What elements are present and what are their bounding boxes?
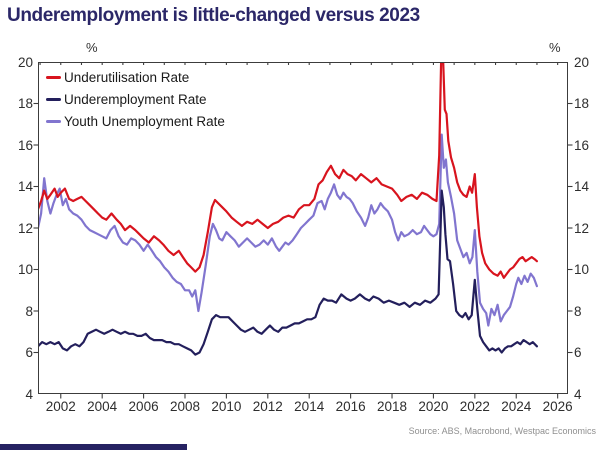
legend: Underutilisation Rate Underemployment Ra… xyxy=(42,67,229,132)
x-axis-tick-label: 2006 xyxy=(128,399,159,414)
x-axis-tick-label: 2022 xyxy=(459,399,490,414)
y-axis-tick-label-left: 12 xyxy=(17,220,33,236)
x-axis-tick-label: 2026 xyxy=(542,399,573,414)
plot-border xyxy=(38,62,568,394)
brand-bar xyxy=(0,444,187,450)
y-axis-unit-left: % xyxy=(86,40,98,55)
y-axis-tick-label-left: 18 xyxy=(17,96,33,111)
legend-item-underemployment: Underemployment Rate xyxy=(46,91,225,108)
legend-item-youth-unemployment: Youth Unemployment Rate xyxy=(46,113,225,130)
x-axis-tick-label: 2010 xyxy=(211,399,242,414)
x-axis-tick-label: 2024 xyxy=(501,399,532,414)
y-axis-tick-label-left: 6 xyxy=(25,345,33,360)
legend-label: Youth Unemployment Rate xyxy=(64,114,225,129)
x-axis-tick-label: 2014 xyxy=(294,399,325,414)
legend-label: Underemployment Rate xyxy=(64,92,207,107)
chart-title: Underemployment is little-changed versus… xyxy=(7,5,420,26)
series-line-underemployment-rate xyxy=(38,189,539,356)
y-axis-unit-right: % xyxy=(549,40,561,55)
y-axis-tick-label-right: 8 xyxy=(574,303,582,319)
y-axis-tick-label-right: 6 xyxy=(574,345,582,360)
x-axis-tick-label: 2004 xyxy=(87,399,118,414)
series-line-underutilisation-rate xyxy=(38,62,539,279)
x-axis-tick-label: 2008 xyxy=(169,399,200,414)
y-axis-tick-label-left: 4 xyxy=(25,386,33,402)
y-axis-tick-label-right: 12 xyxy=(574,220,590,236)
x-axis-tick-label: 2016 xyxy=(335,399,366,414)
y-axis-tick-label-right: 10 xyxy=(574,262,590,277)
y-axis-tick-label-right: 14 xyxy=(574,179,590,194)
y-axis-tick-label-right: 16 xyxy=(574,137,590,153)
x-axis-tick-label: 2020 xyxy=(418,399,449,414)
y-axis-tick-label-left: 20 xyxy=(17,54,33,70)
y-axis-tick-label-right: 4 xyxy=(574,386,582,402)
y-axis-tick-label-right: 18 xyxy=(574,96,590,111)
x-axis-tick-label: 2012 xyxy=(252,399,283,414)
legend-item-underutilisation: Underutilisation Rate xyxy=(46,69,225,86)
y-axis-tick-label-left: 10 xyxy=(17,262,33,277)
y-axis-tick-label-left: 8 xyxy=(25,303,33,319)
y-axis-tick-label-left: 14 xyxy=(17,179,33,194)
x-axis-tick-label: 2018 xyxy=(376,399,408,414)
youth-unemployment-line-swatch xyxy=(46,120,61,123)
underutilisation-line-swatch xyxy=(46,76,61,79)
y-axis-tick-label-right: 20 xyxy=(574,54,590,70)
x-axis-tick-label: 2002 xyxy=(45,399,76,414)
y-axis-tick-label-left: 16 xyxy=(17,137,33,153)
series-line-youth-unemployment-rate xyxy=(38,133,539,327)
legend-label: Underutilisation Rate xyxy=(64,70,190,85)
source-attribution: Source: ABS, Macrobond, Westpac Economic… xyxy=(408,426,596,436)
underemployment-line-swatch xyxy=(46,98,61,101)
